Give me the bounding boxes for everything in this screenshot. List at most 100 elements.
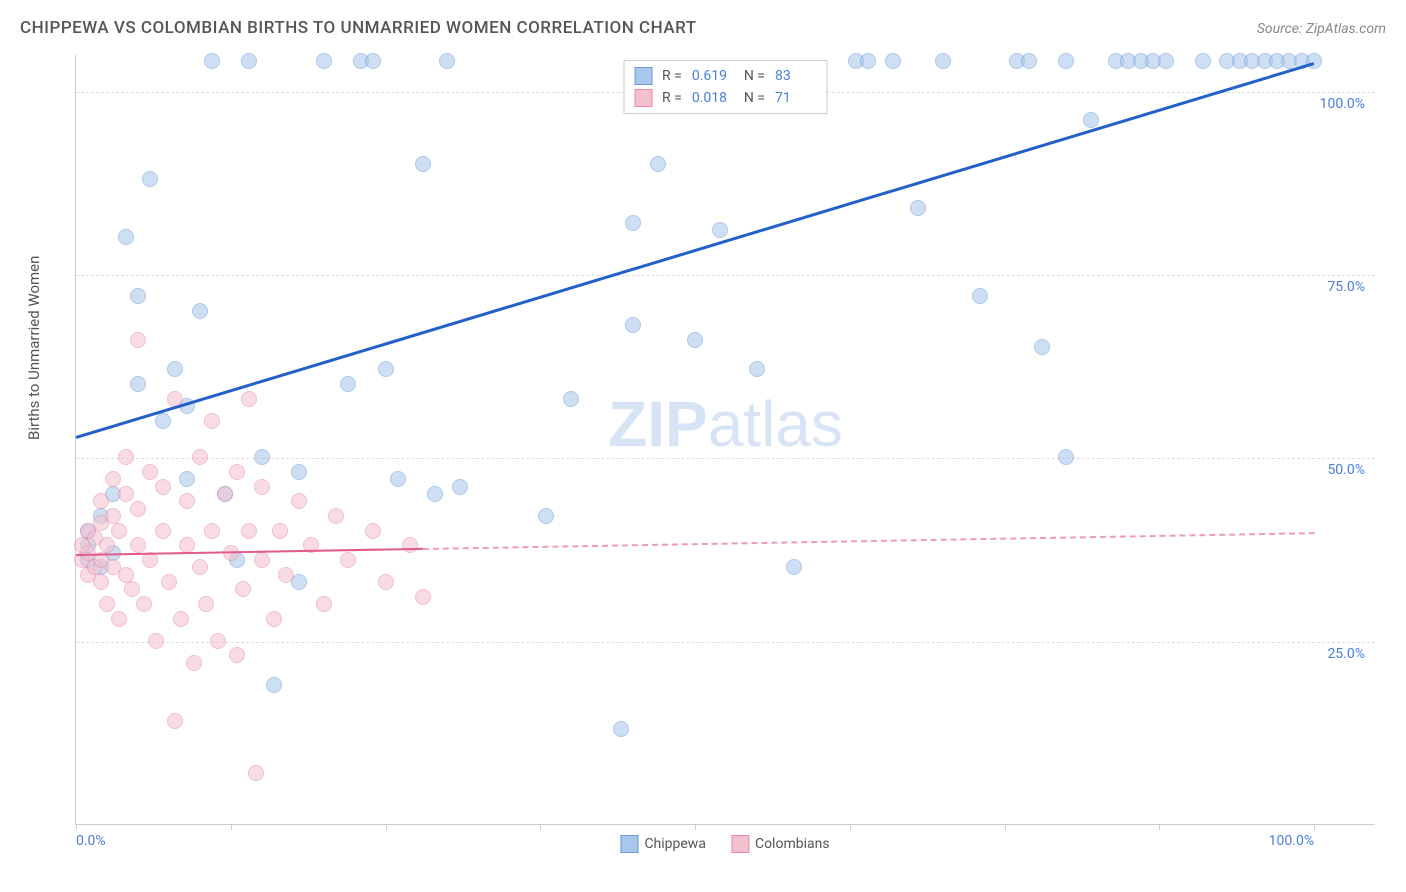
legend-stat-row: R = 0.619 N = 83 bbox=[634, 65, 817, 87]
y-tick-label: 75.0% bbox=[1327, 279, 1365, 295]
legend-swatch bbox=[634, 89, 652, 107]
plot-area: ZIPatlas R =0.619N =83R =0.018N =71 25.0… bbox=[75, 55, 1375, 825]
data-point bbox=[118, 229, 134, 245]
data-point bbox=[439, 53, 455, 69]
x-tick-mark bbox=[1314, 824, 1315, 830]
data-point bbox=[204, 413, 220, 429]
data-point bbox=[402, 537, 418, 553]
data-point bbox=[161, 574, 177, 590]
legend-stat-row: R =0.018N =71 bbox=[634, 87, 817, 109]
x-tick-mark bbox=[231, 824, 232, 830]
data-point bbox=[155, 523, 171, 539]
data-point bbox=[328, 508, 344, 524]
data-point bbox=[365, 523, 381, 539]
data-point bbox=[241, 523, 257, 539]
data-point bbox=[186, 655, 202, 671]
data-point bbox=[365, 53, 381, 69]
data-point bbox=[378, 574, 394, 590]
data-point bbox=[972, 288, 988, 304]
legend-series: Chippewa Colombians bbox=[620, 835, 829, 853]
data-point bbox=[427, 486, 443, 502]
data-point bbox=[99, 537, 115, 553]
data-point bbox=[1058, 53, 1074, 69]
gridline bbox=[76, 458, 1375, 459]
legend-label: Chippewa bbox=[644, 836, 706, 852]
data-point bbox=[167, 361, 183, 377]
legend-item: Chippewa bbox=[620, 835, 706, 853]
data-point bbox=[1021, 53, 1037, 69]
data-point bbox=[130, 376, 146, 392]
data-point bbox=[291, 493, 307, 509]
data-point bbox=[687, 332, 703, 348]
data-point bbox=[248, 765, 264, 781]
data-point bbox=[254, 479, 270, 495]
chart-area: ZIPatlas R =0.619N =83R =0.018N =71 25.0… bbox=[75, 55, 1375, 825]
data-point bbox=[390, 471, 406, 487]
data-point bbox=[124, 581, 140, 597]
source-label: Source: ZipAtlas.com bbox=[1257, 21, 1386, 37]
gridline bbox=[76, 642, 1375, 643]
watermark: ZIPatlas bbox=[608, 387, 843, 461]
data-point bbox=[749, 361, 765, 377]
legend-r-label: R = bbox=[662, 68, 682, 84]
legend-r-value: 0.619 bbox=[692, 68, 734, 84]
data-point bbox=[563, 391, 579, 407]
legend-n-value: 71 bbox=[775, 90, 817, 106]
x-tick-mark bbox=[540, 824, 541, 830]
data-point bbox=[1195, 53, 1211, 69]
data-point bbox=[210, 633, 226, 649]
data-point bbox=[241, 53, 257, 69]
data-point bbox=[272, 523, 288, 539]
data-point bbox=[192, 449, 208, 465]
data-point bbox=[625, 317, 641, 333]
legend-n-value: 83 bbox=[775, 68, 817, 84]
x-tick-label: 100.0% bbox=[1269, 833, 1314, 849]
chart-title: CHIPPEWA VS COLOMBIAN BIRTHS TO UNMARRIE… bbox=[20, 18, 697, 38]
gridline bbox=[76, 275, 1375, 276]
y-tick-label: 25.0% bbox=[1327, 646, 1365, 662]
data-point bbox=[118, 449, 134, 465]
data-point bbox=[130, 288, 146, 304]
data-point bbox=[1083, 112, 1099, 128]
data-point bbox=[613, 721, 629, 737]
data-point bbox=[155, 413, 171, 429]
legend-swatch bbox=[634, 67, 652, 85]
legend-n-label: N = bbox=[744, 68, 765, 84]
data-point bbox=[452, 479, 468, 495]
data-point bbox=[142, 464, 158, 480]
data-point bbox=[235, 581, 251, 597]
data-point bbox=[241, 391, 257, 407]
data-point bbox=[415, 589, 431, 605]
data-point bbox=[136, 596, 152, 612]
data-point bbox=[99, 596, 115, 612]
data-point bbox=[340, 376, 356, 392]
y-axis-label: Births to Unmarried Women bbox=[25, 256, 43, 440]
data-point bbox=[885, 53, 901, 69]
data-point bbox=[935, 53, 951, 69]
x-tick-mark bbox=[1005, 824, 1006, 830]
data-point bbox=[142, 171, 158, 187]
data-point bbox=[291, 464, 307, 480]
legend-item: Colombians bbox=[731, 835, 830, 853]
data-point bbox=[266, 677, 282, 693]
x-tick-mark bbox=[76, 824, 77, 830]
regression-line bbox=[423, 532, 1314, 550]
data-point bbox=[1058, 449, 1074, 465]
data-point bbox=[910, 200, 926, 216]
data-point bbox=[118, 567, 134, 583]
data-point bbox=[254, 552, 270, 568]
legend-swatch bbox=[620, 835, 638, 853]
data-point bbox=[179, 493, 195, 509]
data-point bbox=[148, 633, 164, 649]
data-point bbox=[625, 215, 641, 231]
data-point bbox=[229, 647, 245, 663]
data-point bbox=[198, 596, 214, 612]
data-point bbox=[111, 523, 127, 539]
data-point bbox=[712, 222, 728, 238]
data-point bbox=[340, 552, 356, 568]
data-point bbox=[192, 303, 208, 319]
legend-n-label: N = bbox=[744, 90, 765, 106]
legend-label: Colombians bbox=[755, 836, 830, 852]
data-point bbox=[155, 479, 171, 495]
data-point bbox=[93, 574, 109, 590]
